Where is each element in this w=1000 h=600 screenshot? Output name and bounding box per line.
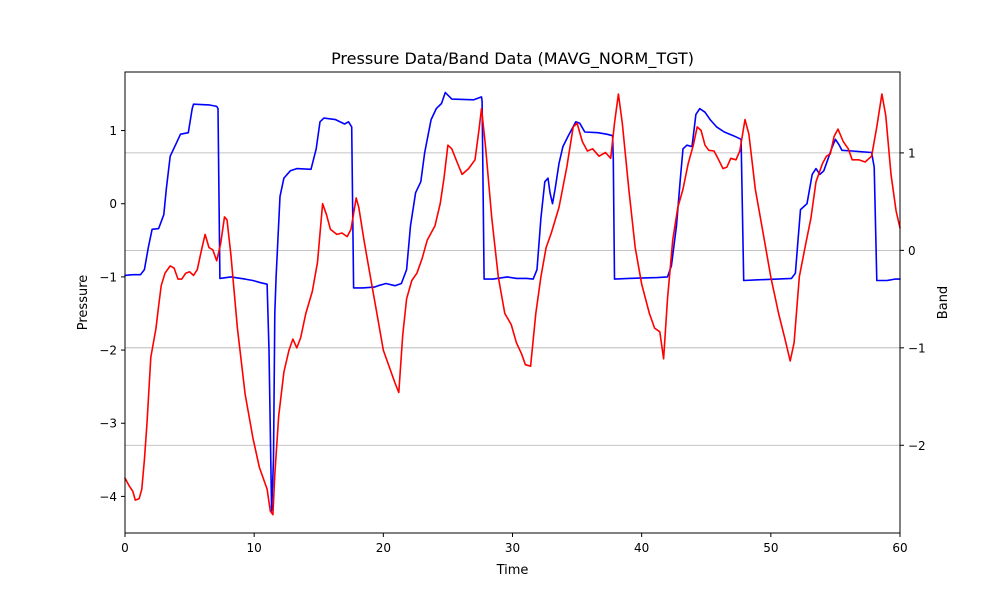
y-tick-label-0: −4 xyxy=(99,490,117,504)
x-tick-label-4: 40 xyxy=(634,541,649,555)
series-line-0 xyxy=(124,91,901,512)
y-tick-label-4: 0 xyxy=(109,197,117,211)
grid-layer xyxy=(125,152,900,446)
y-tick-label-3: −1 xyxy=(99,270,117,284)
y-axis-label: Pressure xyxy=(76,275,91,331)
x-axis-label: Time xyxy=(496,563,529,578)
plot-frame xyxy=(124,71,901,534)
x-tick-label-1: 10 xyxy=(247,541,262,555)
series-line-1 xyxy=(124,93,901,516)
y-tick-label-1: −3 xyxy=(99,417,117,431)
x-tick-label-0: 0 xyxy=(121,541,129,555)
y-tick-label-5: 1 xyxy=(109,124,117,138)
y2-tick-label-3: 1 xyxy=(908,146,916,160)
y2-tick-label-1: −1 xyxy=(908,341,926,355)
y2-tick-label-0: −2 xyxy=(908,439,926,453)
axis-layer: 0 10 20 30 40 50 60 −4 −3 −2 −1 0 1 −2 −1 0 1 xyxy=(99,124,925,555)
y-tick-label-2: −2 xyxy=(99,344,117,358)
x-tick-label-2: 20 xyxy=(376,541,391,555)
series-layer xyxy=(124,91,901,516)
x-tick-label-5: 50 xyxy=(763,541,778,555)
x-tick-label-3: 30 xyxy=(505,541,520,555)
y2-tick-label-2: 0 xyxy=(908,244,916,258)
chart-title: Pressure Data/Band Data (MAVG_NORM_TGT) xyxy=(331,49,694,69)
x-tick-label-6: 60 xyxy=(892,541,907,555)
y2-axis-label: Band xyxy=(936,286,951,319)
